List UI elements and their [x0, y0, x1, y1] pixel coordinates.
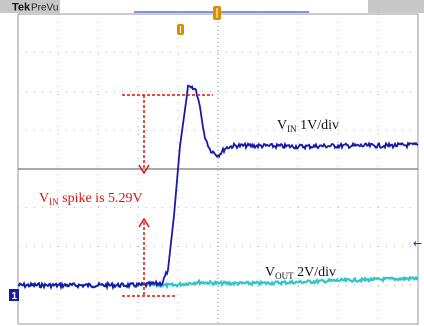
trigger-position-marker: [177, 24, 184, 35]
vin-scale-label: VIN 1V/div: [277, 118, 339, 134]
spike-label: VIN spike is 5.29V: [39, 191, 143, 207]
header-bar-left: [0, 0, 60, 13]
graticule: [17, 13, 419, 325]
header-bar-right: [368, 0, 424, 13]
trigger-top-marker: [213, 6, 221, 20]
brand-label: Tek: [12, 2, 31, 14]
offscreen-arrow-icon: ←: [413, 237, 422, 250]
mode-label: PreVu: [31, 3, 58, 14]
vin-trace: [17, 84, 419, 291]
spike-measure-annotation: [122, 94, 213, 297]
channel-1-ground-marker: 1: [9, 289, 19, 302]
vout-scale-label: VOUT 2V/div: [265, 265, 336, 281]
svg-text:1: 1: [12, 291, 18, 302]
